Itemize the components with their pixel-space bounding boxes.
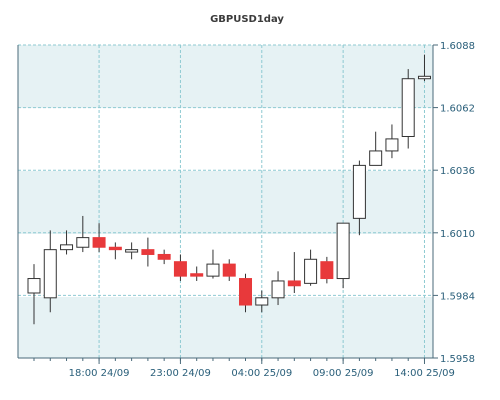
candle-body-down [141, 249, 155, 255]
candle-body-down [173, 261, 187, 277]
candle-body-up [336, 222, 350, 280]
y-tick-label: 1.6062 [440, 104, 475, 115]
candle-body-up [125, 249, 139, 253]
candle [108, 242, 122, 260]
x-tick-label: 23:00 24/09 [150, 368, 211, 379]
candle-body-up [271, 280, 285, 299]
candle-body-up [206, 263, 220, 277]
candle-body-up [417, 75, 431, 80]
candle-body-up [27, 278, 41, 294]
candle [287, 252, 301, 293]
candle [271, 271, 285, 306]
x-tick-label: 04:00 25/09 [231, 368, 292, 379]
candle [385, 124, 399, 159]
y-tick-label: 1.5984 [440, 291, 475, 302]
candle-body-up [255, 297, 269, 306]
candle [336, 222, 350, 289]
candle-body-up [352, 164, 366, 219]
candle-body-down [157, 253, 171, 260]
x-tick-label: 18:00 24/09 [69, 368, 130, 379]
candles [27, 54, 431, 325]
y-tick-label: 1.6010 [440, 229, 475, 240]
candle-body-up [401, 78, 415, 137]
x-tick-label: 09:00 25/09 [313, 368, 374, 379]
candle [173, 254, 187, 281]
chart-title: GBPUSD1day [210, 14, 284, 25]
candle [206, 249, 220, 279]
candle [76, 215, 90, 253]
x-tick-label: 14:00 25/09 [394, 368, 455, 379]
y-tick-label: 1.6088 [440, 41, 475, 52]
candle [157, 249, 171, 265]
candle-body-down [239, 278, 253, 306]
candle [401, 69, 415, 149]
candle-body-up [369, 150, 383, 166]
y-tick-label: 1.6036 [440, 166, 475, 177]
y-axis-ticks: 1.6088 1.6062 1.6036 1.6010 1.5984 1.5958 [433, 41, 475, 365]
candle-body-down [108, 246, 122, 251]
candle [92, 223, 106, 253]
candle [43, 230, 57, 313]
candle [141, 237, 155, 267]
candle [60, 230, 74, 255]
candle-body-up [60, 244, 74, 251]
candle [304, 249, 318, 286]
candle [125, 242, 139, 260]
plot-band-lower [18, 297, 433, 358]
candle-body-down [222, 263, 236, 277]
candle-body-up [76, 237, 90, 248]
candle [239, 273, 253, 313]
candle-body-up [385, 138, 399, 152]
plot-band-upper [18, 45, 433, 108]
candle-body-down [190, 273, 204, 277]
candle [369, 131, 383, 166]
candle-body-down [92, 237, 106, 248]
candle [320, 256, 334, 284]
candle-body-up [43, 249, 57, 299]
candle [352, 160, 366, 236]
candle-body-down [320, 261, 334, 280]
candle [190, 266, 204, 281]
y-tick-label: 1.5958 [440, 354, 475, 365]
candle [222, 259, 236, 281]
candle-body-up [304, 258, 318, 284]
candle [255, 290, 269, 313]
candle [417, 54, 431, 82]
plot-band-middle [18, 171, 433, 234]
candle-body-down [287, 280, 301, 287]
candle [27, 264, 41, 325]
x-axis-ticks: 18:00 24/09 23:00 24/09 04:00 25/09 09:00 2… [33, 358, 455, 379]
